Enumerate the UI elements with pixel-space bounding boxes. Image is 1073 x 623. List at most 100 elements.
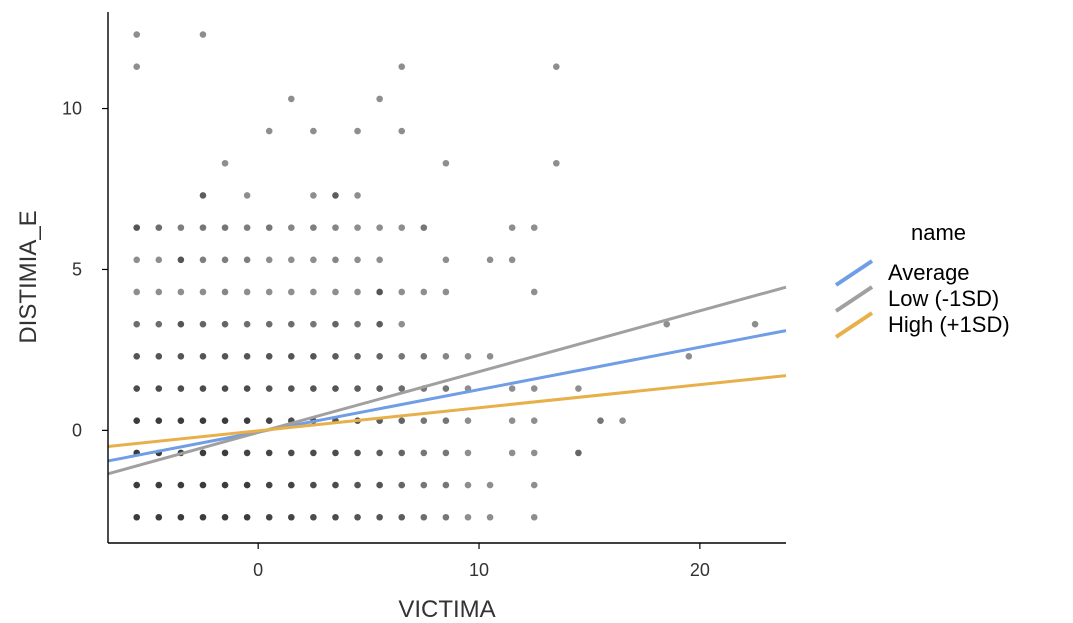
data-point: [155, 481, 163, 489]
data-point: [464, 481, 472, 489]
data-point: [486, 513, 494, 521]
data-point: [243, 481, 251, 489]
data-point: [354, 385, 361, 392]
data-point: [398, 127, 406, 135]
regression-line-1: [107, 285, 787, 476]
data-point: [508, 417, 516, 425]
data-point: [199, 385, 207, 392]
data-point: [155, 288, 163, 296]
legend-title: name: [911, 220, 966, 245]
data-point: [221, 417, 229, 425]
data-point: [265, 127, 273, 135]
data-point: [310, 192, 317, 199]
data-point: [199, 224, 207, 231]
data-point: [199, 449, 207, 457]
data-point: [442, 256, 450, 264]
data-point: [354, 127, 361, 135]
data-point: [243, 320, 251, 328]
y-tick-label: 0: [72, 420, 82, 440]
data-point: [310, 256, 317, 264]
data-point: [332, 192, 339, 199]
data-point: [133, 417, 141, 425]
data-point: [155, 385, 163, 392]
data-point: [376, 449, 383, 457]
data-point: [398, 224, 406, 231]
data-point: [553, 63, 560, 71]
data-point: [332, 353, 339, 360]
data-point: [464, 513, 472, 521]
data-point: [530, 417, 538, 425]
data-point: [398, 320, 406, 328]
legend-key-0: [834, 259, 874, 287]
data-point: [575, 385, 582, 392]
data-point: [354, 288, 361, 296]
data-point: [376, 481, 383, 489]
data-point: [464, 449, 472, 457]
data-point: [133, 385, 141, 392]
data-point: [265, 449, 273, 457]
data-point: [442, 288, 450, 296]
data-point: [508, 224, 516, 231]
data-point: [530, 224, 538, 231]
data-point: [265, 288, 273, 296]
data-point: [486, 353, 494, 360]
data-point: [332, 256, 339, 264]
data-point: [133, 320, 141, 328]
data-point: [133, 513, 141, 521]
data-point: [398, 385, 406, 392]
x-axis-label: VICTIMA: [398, 596, 495, 623]
data-point: [310, 127, 317, 135]
data-point: [155, 513, 163, 521]
data-point: [420, 288, 428, 296]
data-point: [265, 353, 273, 360]
data-point: [530, 385, 538, 392]
points-layer: [133, 31, 759, 521]
data-point: [398, 353, 406, 360]
regression-line-2: [107, 374, 787, 448]
data-point: [265, 513, 273, 521]
data-point: [265, 385, 273, 392]
data-point: [199, 481, 207, 489]
y-tick-label: 5: [72, 259, 82, 279]
data-point: [442, 481, 450, 489]
y-tick-label: 10: [62, 99, 82, 119]
data-point: [265, 256, 273, 264]
data-point: [199, 513, 207, 521]
data-point: [243, 224, 251, 231]
data-point: [221, 159, 229, 167]
data-point: [420, 513, 428, 521]
data-point: [243, 353, 251, 360]
data-point: [575, 449, 582, 457]
data-point: [310, 481, 317, 489]
data-point: [442, 449, 450, 457]
data-point: [376, 385, 383, 392]
data-point: [288, 481, 295, 489]
data-point: [133, 256, 141, 264]
legend-label-2: High (+1SD): [888, 312, 1010, 337]
data-point: [243, 385, 251, 392]
data-point: [221, 288, 229, 296]
data-point: [177, 481, 185, 489]
data-point: [398, 449, 406, 457]
data-point: [177, 256, 185, 264]
data-point: [243, 449, 251, 457]
data-point: [376, 320, 383, 328]
data-point: [155, 417, 163, 425]
data-point: [310, 353, 317, 360]
data-point: [442, 513, 450, 521]
data-point: [332, 320, 339, 328]
data-point: [288, 224, 295, 231]
data-point: [354, 320, 361, 328]
x-ticks: 0 10 20: [253, 543, 710, 580]
data-point: [354, 256, 361, 264]
data-point: [199, 353, 207, 360]
data-point: [288, 353, 295, 360]
data-point: [332, 449, 339, 457]
data-point: [332, 288, 339, 296]
data-point: [751, 320, 759, 328]
data-point: [398, 513, 406, 521]
data-point: [199, 288, 207, 296]
y-axis-label: DISTIMIA_E: [15, 210, 42, 343]
data-point: [310, 288, 317, 296]
